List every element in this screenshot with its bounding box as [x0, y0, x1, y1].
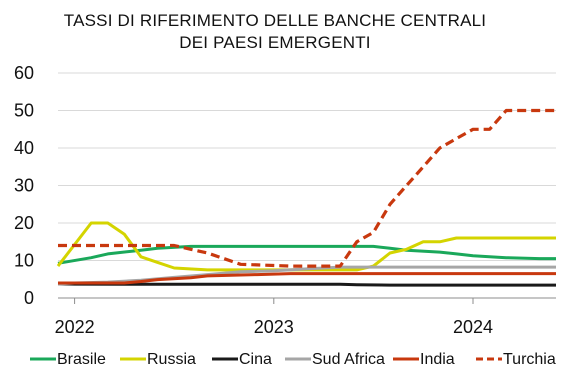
- y-tick-label: 30: [14, 176, 34, 196]
- series-line-turchia: [58, 108, 556, 268]
- grid-lines: [58, 72, 556, 261]
- y-tick-label: 20: [14, 213, 34, 233]
- legend-label: Russia: [147, 351, 196, 368]
- series-line-india: [58, 272, 556, 285]
- legend-label: Turchia: [503, 351, 556, 368]
- y-tick-label: 0: [24, 288, 34, 308]
- x-tick-label: 2024: [453, 317, 493, 337]
- legend-label: Sud Africa: [312, 351, 385, 368]
- chart-title-line2: DEI PAESI EMERGENTI: [179, 33, 371, 52]
- y-tick-label: 10: [14, 251, 34, 271]
- chart-title-line1: TASSI DI RIFERIMENTO DELLE BANCHE CENTRA…: [63, 11, 487, 30]
- series-line-brasile: [57, 244, 556, 265]
- series-lines: [56, 108, 556, 287]
- legend-label: India: [420, 351, 455, 368]
- legend-label: Brasile: [57, 351, 106, 368]
- chart-title: TASSI DI RIFERIMENTO DELLE BANCHE CENTRA…: [40, 10, 510, 54]
- series-line-cina: [57, 282, 556, 287]
- axes: [58, 297, 556, 304]
- tick-labels: 0 10 20 30 40 50 60 2022 2023 2024: [14, 63, 493, 337]
- legend-label: Cina: [239, 351, 272, 368]
- y-tick-label: 50: [14, 101, 34, 121]
- y-tick-label: 40: [14, 138, 34, 158]
- x-tick-label: 2022: [55, 317, 95, 337]
- y-tick-label: 60: [14, 63, 34, 83]
- legend: Brasile Russia Cina Sud Africa India Turchia: [30, 351, 556, 368]
- x-tick-label: 2023: [254, 317, 294, 337]
